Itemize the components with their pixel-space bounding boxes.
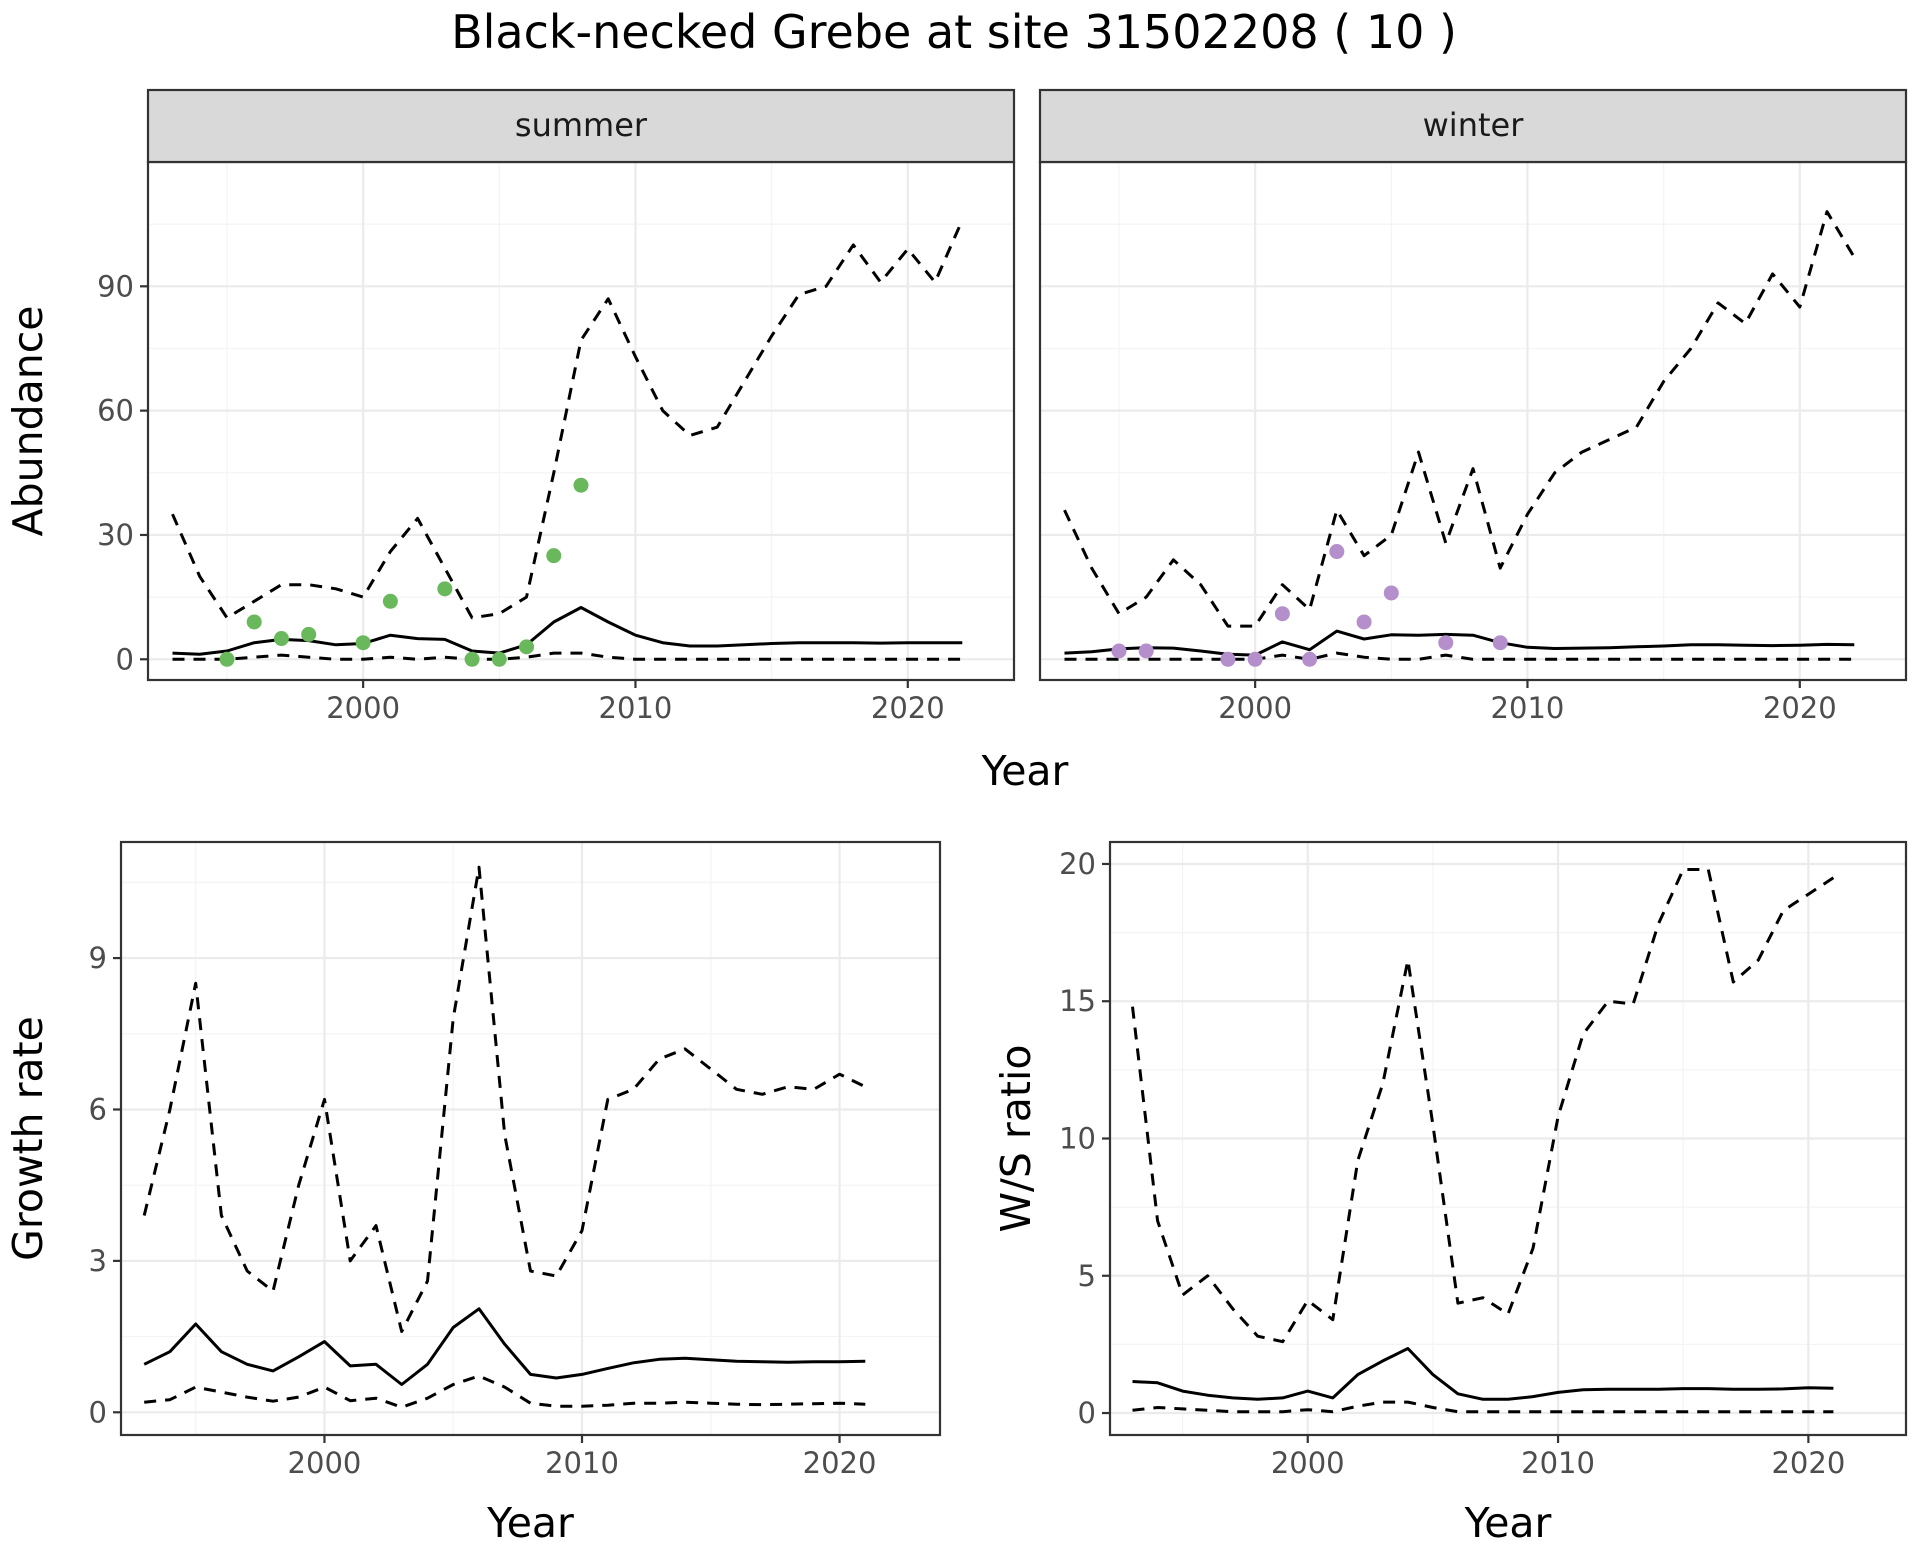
- data-point: [519, 639, 535, 655]
- data-point: [573, 477, 589, 493]
- series-line-dashed: [1131, 868, 1835, 1344]
- series-line-dashed: [142, 865, 866, 1333]
- x-tick-label: 2020: [1763, 691, 1837, 725]
- panel-abundance-winter: winter 2000 2010 2020: [1038, 88, 1908, 725]
- series-line-dashed: [1132, 1400, 1834, 1414]
- series-line-dashed: [1064, 651, 1855, 661]
- data-point: [382, 593, 398, 609]
- x-tick-label: 2020: [1771, 1446, 1845, 1480]
- series-line-dashed: [172, 651, 963, 661]
- data-point: [1438, 635, 1454, 651]
- y-axis-title: W/S ratio: [992, 1045, 1040, 1233]
- panel-growth-rate: 2000 2010 2020 0 3 6 9 Growth rate Year: [4, 840, 942, 1547]
- data-point: [219, 651, 235, 667]
- data-point: [1111, 643, 1127, 659]
- y-tick-label: 6: [89, 1092, 107, 1126]
- y-tick-label: 9: [89, 941, 107, 975]
- facet-strip: [1038, 88, 1908, 164]
- y-axis-title: Growth rate: [4, 1016, 52, 1261]
- series-line-solid: [143, 1307, 866, 1386]
- series-line-dashed: [144, 1374, 866, 1409]
- x-tick-label: 2000: [1271, 1446, 1345, 1480]
- series-line-dashed: [171, 219, 964, 620]
- abundance-x-axis-title-wrap: Year: [981, 747, 1069, 795]
- y-tick-label: 10: [1059, 1122, 1096, 1156]
- panel-border: [146, 160, 1016, 682]
- data-point: [301, 626, 317, 642]
- data-point: [1247, 651, 1263, 667]
- data-point: [1274, 606, 1290, 622]
- series-line-solid: [172, 606, 963, 656]
- y-tick-label: 0: [116, 642, 134, 676]
- x-tick-label: 2010: [545, 1446, 619, 1480]
- y-tick-label: 3: [89, 1244, 107, 1278]
- panel-border: [1038, 160, 1908, 682]
- data-point: [437, 581, 453, 597]
- abundance-x-axis-title: Year: [981, 747, 1069, 795]
- x-tick-label: 2000: [288, 1446, 362, 1480]
- data-point: [1492, 635, 1508, 651]
- data-point: [1220, 651, 1236, 667]
- facet-strip: [146, 88, 1016, 164]
- x-tick-label: 2020: [803, 1446, 877, 1480]
- x-tick-label: 2000: [1218, 691, 1292, 725]
- y-tick-label: 30: [97, 518, 134, 552]
- x-tick-label: 2000: [326, 691, 400, 725]
- data-point: [1138, 643, 1154, 659]
- x-axis-title: Year: [486, 1499, 574, 1547]
- panel-abundance-summer: summer 2000 2010 2020 0 30 60 90 Abundance: [4, 88, 1016, 725]
- data-point: [1302, 651, 1318, 667]
- x-axis-title: Year: [1464, 1499, 1552, 1547]
- data-point: [491, 651, 507, 667]
- facet-strip-label: winter: [1423, 106, 1525, 144]
- y-tick-label: 0: [1078, 1396, 1096, 1430]
- data-point: [1329, 544, 1345, 560]
- y-tick-label: 90: [97, 269, 134, 303]
- y-tick-label: 60: [97, 394, 134, 428]
- panel-ws-ratio: 2000 2010 2020 0 5 10 15 20 W/S ratio Year: [992, 840, 1908, 1547]
- x-tick-label: 2010: [599, 691, 673, 725]
- series-line-solid: [1132, 1347, 1834, 1401]
- series-line-solid: [1064, 629, 1855, 657]
- y-axis-title: Abundance: [4, 306, 52, 537]
- x-tick-label: 2010: [1491, 691, 1565, 725]
- data-point: [464, 651, 480, 667]
- y-tick-label: 15: [1059, 984, 1096, 1018]
- data-point: [273, 631, 289, 647]
- data-point: [246, 614, 262, 630]
- data-point: [355, 635, 371, 651]
- data-point: [1383, 585, 1399, 601]
- data-point: [1356, 614, 1372, 630]
- y-tick-label: 20: [1059, 847, 1096, 881]
- chart-title: Black-necked Grebe at site 31502208 ( 10…: [451, 5, 1457, 59]
- facet-strip-label: summer: [515, 106, 648, 144]
- panel-border: [119, 840, 942, 1437]
- x-tick-label: 2010: [1521, 1446, 1595, 1480]
- data-point: [546, 548, 562, 564]
- series-line-dashed: [1063, 210, 1856, 628]
- y-tick-label: 0: [89, 1395, 107, 1429]
- y-tick-label: 5: [1078, 1259, 1096, 1293]
- x-tick-label: 2020: [871, 691, 945, 725]
